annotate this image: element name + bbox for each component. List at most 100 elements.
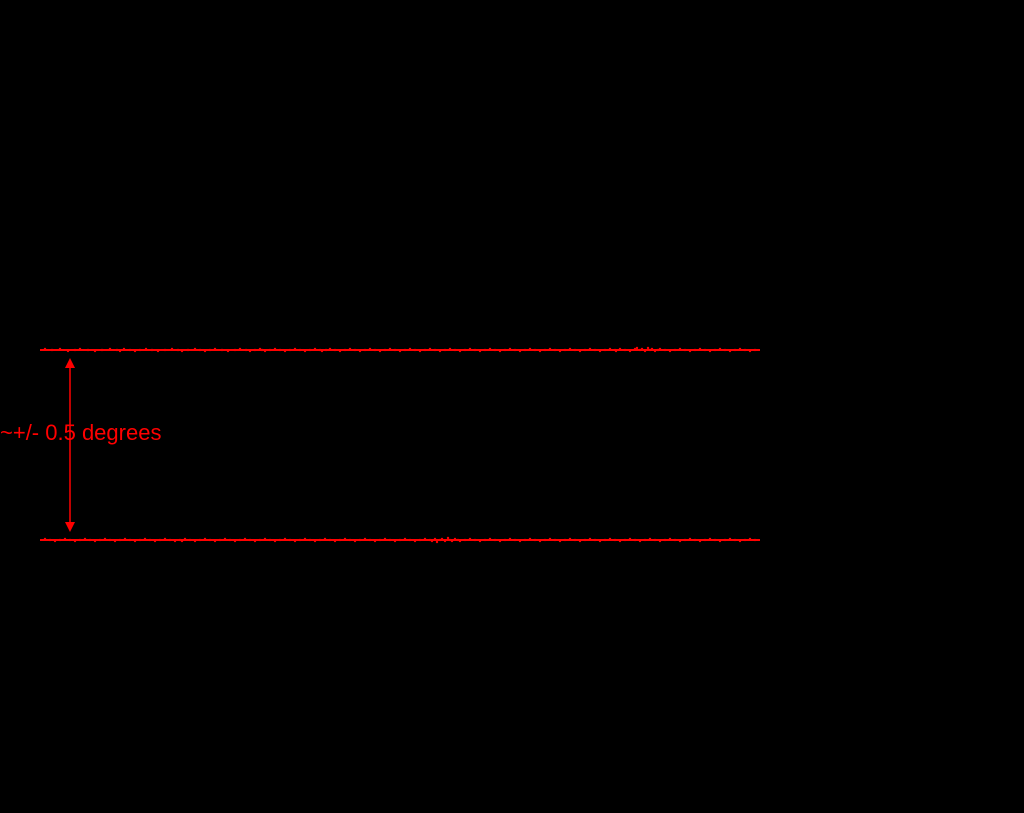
- data-point: [441, 538, 443, 540]
- data-point: [454, 538, 456, 540]
- data-point: [699, 348, 701, 350]
- data-point: [604, 539, 606, 541]
- data-point: [709, 350, 711, 352]
- data-point: [139, 349, 141, 351]
- data-point: [354, 540, 356, 542]
- data-point: [74, 349, 76, 351]
- data-point: [319, 539, 321, 541]
- data-point: [389, 539, 391, 541]
- data-point: [569, 538, 571, 540]
- data-point: [429, 348, 431, 350]
- data-point: [314, 348, 316, 350]
- data-point: [619, 348, 621, 350]
- data-point: [709, 538, 711, 540]
- data-point: [564, 349, 566, 351]
- data-point: [644, 350, 646, 352]
- data-point: [145, 348, 147, 350]
- data-point: [744, 539, 746, 541]
- data-point: [304, 350, 306, 352]
- data-point: [279, 349, 281, 351]
- data-point: [694, 349, 696, 351]
- data-point: [664, 349, 666, 351]
- data-point: [249, 350, 251, 352]
- data-point: [359, 539, 361, 541]
- annotation-arrow-head-down: [65, 522, 75, 532]
- data-point: [669, 538, 671, 540]
- data-point: [419, 539, 421, 541]
- data-point: [689, 538, 691, 540]
- data-point: [539, 350, 541, 352]
- data-point: [564, 539, 566, 541]
- data-point: [754, 539, 756, 541]
- data-point: [199, 539, 201, 541]
- data-point: [89, 539, 91, 541]
- data-point: [734, 349, 736, 351]
- data-point: [484, 539, 486, 541]
- data-point: [159, 539, 161, 541]
- data-point: [519, 350, 521, 352]
- data-point: [264, 538, 266, 540]
- data-point: [261, 349, 263, 351]
- data-point: [164, 538, 166, 540]
- data-point: [599, 540, 601, 542]
- data-point: [579, 350, 581, 352]
- data-point: [489, 538, 491, 540]
- data-point: [325, 349, 327, 351]
- data-point: [524, 349, 526, 351]
- data-point: [649, 538, 651, 540]
- data-point: [474, 539, 476, 541]
- data-point: [409, 539, 411, 541]
- data-point: [349, 348, 351, 350]
- data-point: [321, 350, 323, 352]
- data-point: [239, 539, 241, 541]
- data-point: [534, 539, 536, 541]
- data-point: [699, 540, 701, 542]
- data-point: [289, 349, 291, 351]
- data-point: [749, 538, 751, 540]
- data-point: [544, 539, 546, 541]
- data-point: [309, 349, 311, 351]
- data-point: [454, 349, 456, 351]
- data-point: [344, 538, 346, 540]
- data-point: [379, 539, 381, 541]
- data-point: [499, 350, 501, 352]
- data-point: [654, 539, 656, 541]
- data-point: [171, 348, 173, 350]
- data-point: [157, 350, 159, 352]
- data-point: [514, 539, 516, 541]
- data-point: [574, 349, 576, 351]
- data-point: [489, 348, 491, 350]
- data-point: [124, 538, 126, 540]
- data-point: [474, 349, 476, 351]
- data-point: [181, 540, 183, 542]
- data-point: [187, 349, 189, 351]
- data-point: [224, 538, 226, 540]
- data-point: [404, 538, 406, 540]
- data-point: [554, 349, 556, 351]
- data-point: [279, 539, 281, 541]
- data-point: [274, 540, 276, 542]
- data-point: [164, 349, 166, 351]
- data-point: [584, 539, 586, 541]
- annotation-arrow-head-up: [65, 358, 75, 368]
- data-point: [689, 350, 691, 352]
- data-point: [684, 539, 686, 541]
- data-point: [339, 539, 341, 541]
- data-point: [394, 540, 396, 542]
- data-point: [59, 348, 61, 350]
- data-point: [594, 539, 596, 541]
- data-point: [329, 539, 331, 541]
- data-point: [154, 540, 156, 542]
- data-point: [119, 539, 121, 541]
- data-point: [379, 350, 381, 352]
- data-point: [314, 540, 316, 542]
- data-point: [199, 349, 201, 351]
- data-point: [624, 539, 626, 541]
- data-point: [674, 349, 676, 351]
- data-point: [229, 539, 231, 541]
- data-point: [654, 350, 656, 352]
- data-point: [384, 538, 386, 540]
- data-point: [449, 348, 451, 350]
- data-point: [304, 538, 306, 540]
- data-point: [549, 348, 551, 350]
